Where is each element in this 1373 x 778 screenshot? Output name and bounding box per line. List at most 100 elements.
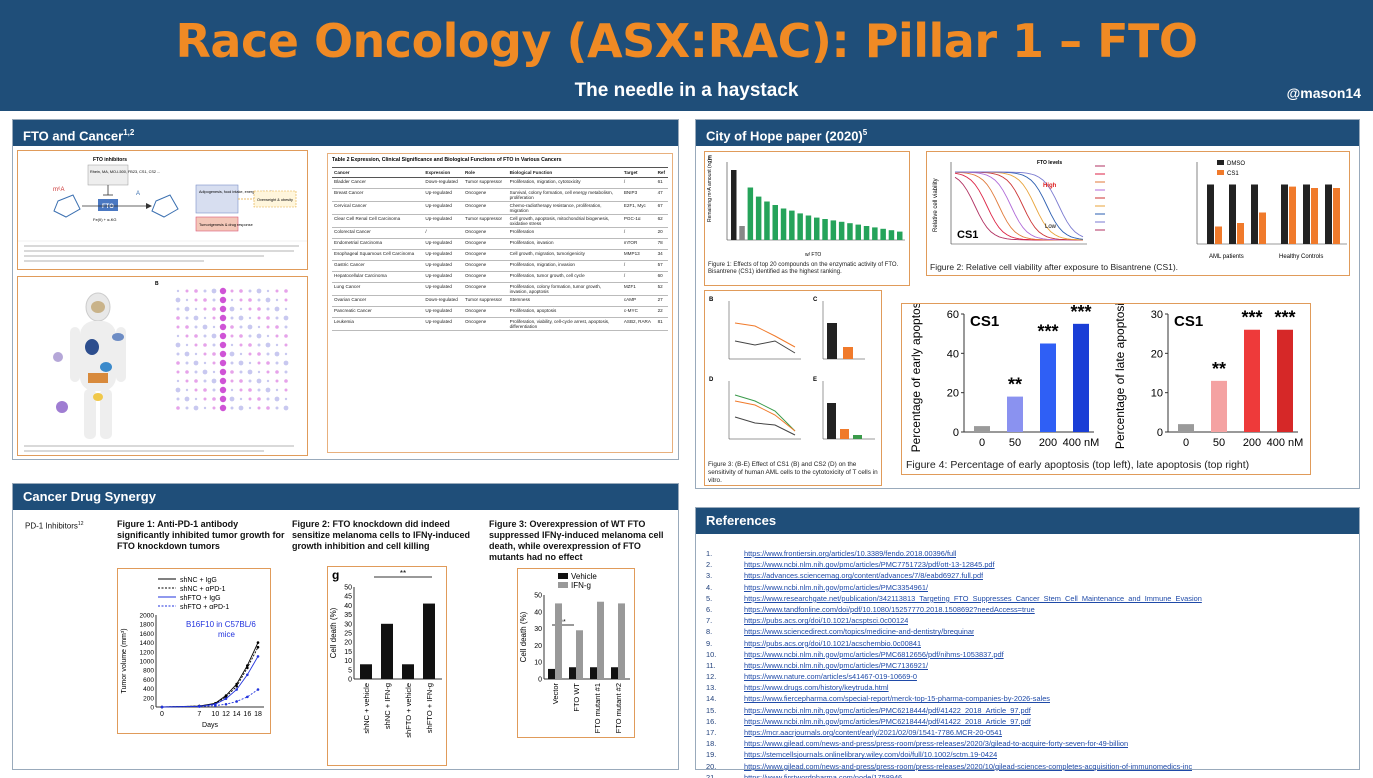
dot-mark: [185, 379, 189, 383]
reference-link[interactable]: https://www.ncbi.nlm.nih.gov/pmc/article…: [744, 649, 1004, 659]
reference-link[interactable]: https://www.gilead.com/news-and-press/pr…: [744, 739, 1129, 749]
dot-mark: [248, 289, 252, 293]
y-tick-label: 40: [344, 603, 352, 610]
reference-link[interactable]: https://www.ncbi.nlm.nih.gov/pmc/article…: [744, 705, 1031, 715]
t-cell-cytotoxicity-figure: B C D E: [704, 290, 882, 486]
fig1-bar: [747, 187, 754, 240]
apoptosis-bar: [1178, 424, 1194, 432]
pd1-label: PD-1 Inhibitors12: [25, 521, 84, 531]
dot-mark: [193, 405, 199, 411]
dot-plot: [175, 287, 289, 412]
reference-link[interactable]: https://www.gilead.com/news-and-press/pr…: [744, 761, 1193, 771]
table-cell: 57: [655, 260, 668, 272]
dot-mark: [203, 406, 207, 410]
y-tick-label: 1000: [140, 659, 155, 666]
y-tick-label: 0: [953, 427, 959, 439]
reference-link[interactable]: https://stemcellsjournals.onlinelibrary.…: [744, 750, 998, 760]
dot-mark: [284, 388, 288, 392]
table-header-cell: Target: [621, 167, 656, 178]
reference-link[interactable]: https://www.drugs.com/history/keytruda.h…: [744, 683, 889, 693]
table-cell: Proliferation, tumor growth, cell cycle: [507, 271, 622, 283]
dot-mark: [275, 325, 279, 329]
fig2-caption: Figure 2: Relative cell viability after …: [930, 262, 1179, 272]
fig1-bar: [863, 226, 870, 240]
table-cell: E2F1, Myc: [621, 201, 656, 215]
table-cell: 67: [655, 201, 668, 215]
table-row: Clear Cell Renal Cell Carcinoma Up-regula…: [332, 214, 668, 228]
y-tick-label: 15: [344, 649, 352, 656]
reference-link[interactable]: https://www.ncbi.nlm.nih.gov/pmc/article…: [744, 582, 929, 592]
svg-text:Rhein, MA, MO-I-500, FB23, CS1: Rhein, MA, MO-I-500, FB23, CS1, CS2 ...: [90, 170, 160, 174]
dot-mark: [185, 370, 189, 374]
reference-item: 19. https://stemcellsjournals.onlinelibra…: [706, 749, 1346, 760]
section-heading: References: [696, 508, 1359, 534]
dot-mark: [283, 360, 289, 366]
reference-link[interactable]: https://www.ncbi.nlm.nih.gov/pmc/article…: [744, 660, 929, 670]
vehicle-bar: [548, 668, 555, 679]
tumor-line: [161, 689, 259, 708]
table-cell: Proliferation, invasion: [507, 238, 622, 250]
table-cell: Clear Cell Renal Cell Carcinoma: [332, 214, 424, 228]
reference-link[interactable]: https://www.nature.com/articles/s41467-0…: [744, 672, 917, 682]
reference-link[interactable]: https://www.researchgate.net/publication…: [744, 593, 1202, 603]
x-tick-label: 0: [979, 437, 985, 449]
y-tick-label: 40: [947, 348, 959, 360]
synergy-fig2-title: Figure 2: FTO knockdown did indeed sensi…: [292, 519, 471, 551]
dot-mark: [185, 325, 189, 329]
significance-label: **: [400, 569, 406, 578]
x-tick-label: shNC + IFN-g: [383, 683, 392, 729]
reference-link[interactable]: https://www.fiercepharma.com/special-rep…: [744, 694, 1051, 704]
reference-item: 15. https://www.ncbi.nlm.nih.gov/pmc/arti…: [706, 705, 1346, 716]
apoptosis-figure: CS1 CS1 Percentage of early apoptosis 0 20 40…: [901, 303, 1311, 475]
y-tick-label: 10: [534, 660, 542, 667]
legend-label: Vehicle: [571, 572, 597, 581]
tumor-point: [256, 645, 260, 649]
viability-curve: [955, 171, 1084, 238]
table-cell: 34: [655, 249, 668, 261]
reference-link[interactable]: https://www.sciencedirect.com/topics/med…: [744, 627, 975, 637]
dot-mark: [266, 325, 270, 329]
table-cell: Oncogene: [462, 282, 508, 296]
table-cell: 61: [655, 177, 668, 189]
reference-number: 14.: [706, 694, 717, 704]
x-tick-label: shFTO + vehicle: [404, 683, 413, 738]
reference-number: 8.: [706, 627, 713, 637]
reference-link[interactable]: https://www.frontiersin.org/articles/10.…: [744, 549, 957, 558]
dot-mark: [203, 361, 207, 365]
significance-label: ***: [1070, 304, 1091, 322]
reference-link[interactable]: https://www.ncbi.nlm.nih.gov/pmc/article…: [744, 560, 995, 570]
author-handle: @mason14: [1286, 85, 1361, 101]
dot-mark: [266, 370, 270, 374]
reference-link[interactable]: https://mcr.aacrjournals.org/content/ear…: [744, 728, 1003, 737]
reference-link[interactable]: https://www.firstwordpharma.com/node/175…: [744, 772, 903, 778]
table-row: Cervical Cancer Up-regulated Oncogene Chemo…: [332, 201, 668, 215]
table-cell: Oncogene: [462, 238, 508, 250]
reference-link[interactable]: https://www.ncbi.nlm.nih.gov/pmc/article…: [744, 716, 1031, 726]
dot-mark: [248, 388, 252, 392]
reference-link[interactable]: https://pubs.acs.org/doi/10.1021/acschem…: [744, 638, 922, 648]
x-tick-label: FTO mutant #2: [614, 683, 623, 733]
svg-text:Fe(II) + α-KG: Fe(II) + α-KG: [93, 217, 117, 222]
reference-link[interactable]: https://pubs.acs.org/doi/10.1021/acsptsc…: [744, 616, 909, 626]
svg-text:B: B: [709, 297, 714, 303]
reference-link[interactable]: https://www.tandfonline.com/doi/pdf/10.1…: [744, 604, 1035, 614]
fig1-bar: [838, 221, 845, 240]
svg-text:E: E: [813, 377, 817, 383]
y-tick-label: 0: [348, 677, 352, 684]
fto-cancer-table: Cancer Expression Role Biological Function T…: [332, 167, 668, 331]
y-tick-label: 2000: [140, 613, 155, 620]
dot-mark: [219, 368, 227, 376]
dot-mark: [275, 334, 279, 338]
dot-mark: [176, 325, 180, 329]
table-header-cell: Ref: [655, 167, 668, 178]
dot-mark: [247, 324, 253, 330]
section-city-of-hope: City of Hope paper (2020)5 E Remaining m…: [695, 119, 1360, 489]
fig1-bar: [731, 170, 737, 240]
reference-link[interactable]: https://advances.sciencemag.org/content/…: [744, 571, 984, 581]
svg-text:Adipogenesis, food intake, ene: Adipogenesis, food intake, energy metabo…: [199, 190, 277, 194]
y-tick-label: 25: [344, 631, 352, 638]
table-cell: /: [621, 260, 656, 272]
dot-mark: [219, 359, 227, 367]
reference-item: 11. https://www.ncbi.nlm.nih.gov/pmc/arti…: [706, 660, 1346, 671]
vehicle-bar: [569, 667, 576, 679]
